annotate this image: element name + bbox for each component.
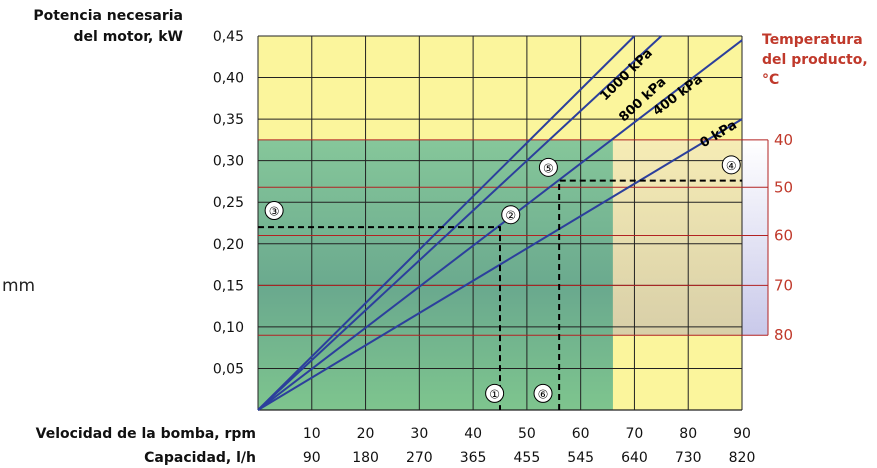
dashed-guide [258, 226, 501, 410]
y-tick-label: 0,15 [213, 278, 244, 294]
example-marker-label: ⑤ [543, 161, 554, 175]
rpm-tick-label: 10 [303, 426, 321, 442]
example-marker-label: ③ [269, 205, 280, 219]
series-line-1000-kpa [257, 35, 636, 411]
y-tick-label: 0,25 [213, 195, 244, 211]
rpm-tick-label: 90 [733, 426, 751, 442]
rpm-tick-label: 20 [357, 426, 375, 442]
side-text: mm [2, 276, 36, 296]
x-axis-title-rpm: Velocidad de la bomba, rpm [36, 426, 256, 442]
temperature-tick-label: 70 [774, 276, 793, 294]
right-axis-title: Temperatura [762, 32, 863, 48]
rpm-tick-label: 80 [679, 426, 697, 442]
series-line-800-kpa [257, 35, 663, 411]
example-marker-label: ① [489, 387, 500, 401]
temperature-scale-band [742, 139, 768, 336]
y-axis-title: Potencia necesaria [33, 8, 183, 24]
example-marker-circle [533, 383, 553, 403]
rpm-tick-label: 30 [410, 426, 428, 442]
temperature-tick-label: 40 [774, 131, 793, 149]
y-tick-label: 0,35 [213, 112, 244, 128]
rpm-tick-label: 70 [626, 426, 644, 442]
right-axis-title: °C [762, 72, 779, 88]
rpm-tick-label: 50 [518, 426, 536, 442]
y-tick-label: 0,05 [213, 361, 244, 377]
y-axis-title: del motor, kW [74, 29, 184, 45]
dashed-guide [558, 179, 742, 410]
rpm-tick-label: 40 [464, 426, 482, 442]
y-tick-label: 0,10 [213, 320, 244, 336]
rpm-tick-label: 60 [572, 426, 590, 442]
example-marker-circle [538, 157, 558, 177]
example-marker-label: ⑥ [538, 387, 549, 401]
temperature-tick-label: 60 [774, 226, 793, 244]
capacity-tick-label: 730 [675, 450, 702, 466]
example-marker-circle [501, 205, 521, 225]
right-axis-title: del producto, [762, 52, 868, 68]
y-tick-label: 0,30 [213, 154, 244, 170]
capacity-tick-label: 545 [567, 450, 594, 466]
series-line-0-kpa [257, 118, 743, 411]
y-tick-label: 0,40 [213, 71, 244, 87]
capacity-tick-label: 820 [729, 450, 756, 466]
y-tick-label: 0,20 [213, 237, 244, 253]
temperature-tick-label: 80 [774, 326, 793, 344]
series-line-400-kpa [257, 39, 743, 411]
temperature-region [612, 139, 742, 336]
example-marker-label: ② [505, 209, 516, 223]
capacity-tick-label: 365 [460, 450, 487, 466]
y-tick-label: 0,45 [213, 29, 244, 45]
capacity-tick-label: 90 [303, 450, 321, 466]
example-marker-circle [485, 383, 505, 403]
example-marker-circle [264, 201, 284, 221]
temperature-tick-label: 50 [774, 178, 793, 196]
capacity-tick-label: 455 [514, 450, 541, 466]
example-marker-circle [721, 155, 741, 175]
example-marker-label: ④ [726, 159, 737, 173]
capacity-tick-label: 270 [406, 450, 433, 466]
capacity-tick-label: 640 [621, 450, 648, 466]
capacity-tick-label: 180 [352, 450, 379, 466]
x-axis-title-capacity: Capacidad, l/h [144, 450, 256, 466]
